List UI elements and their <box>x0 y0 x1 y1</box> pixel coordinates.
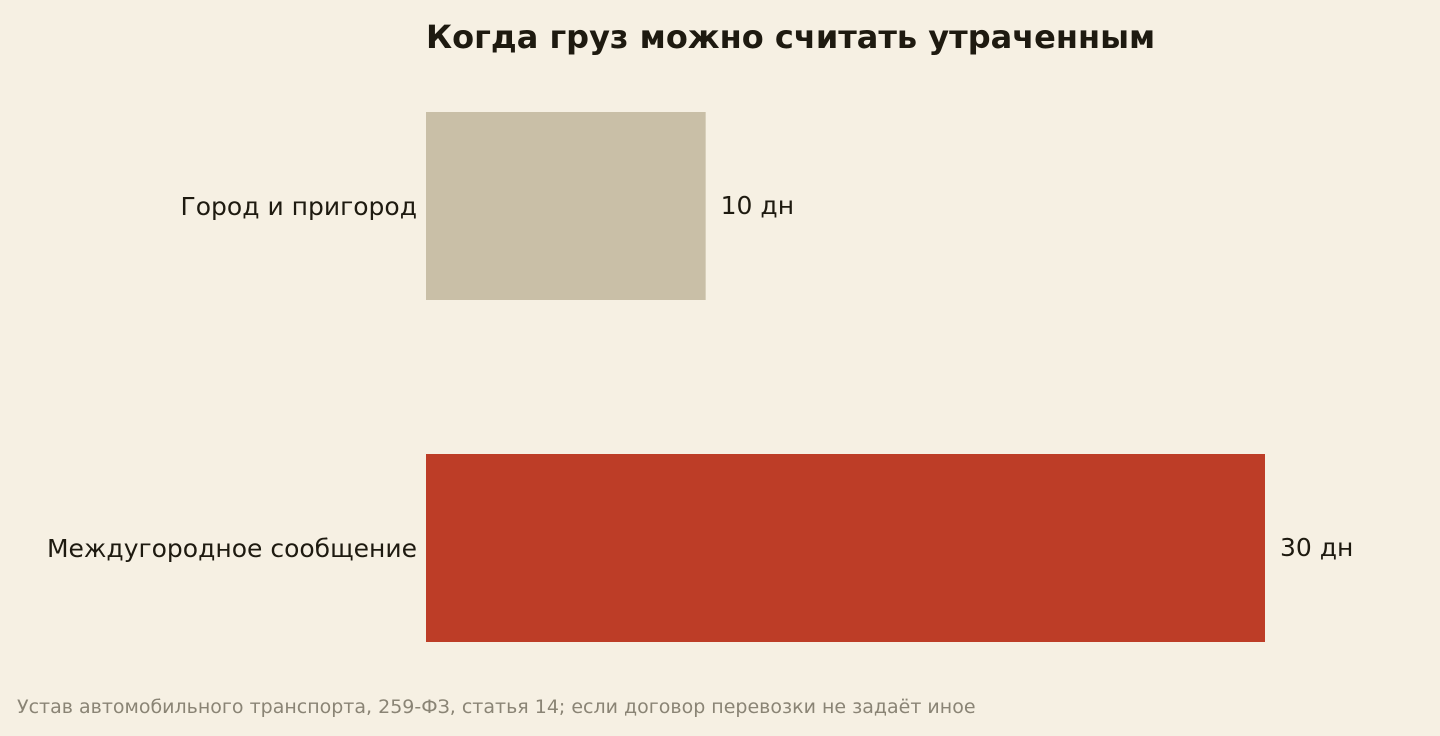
value-label-2: 30 дн <box>1280 533 1353 562</box>
bar-1 <box>426 112 706 300</box>
value-label-1: 10 дн <box>721 191 794 220</box>
bar-2 <box>426 454 1265 642</box>
category-label-1: Город и пригород <box>181 192 417 221</box>
source-note: Устав автомобильного транспорта, 259-ФЗ,… <box>17 696 976 718</box>
category-label-2: Междугородное сообщение <box>47 534 417 563</box>
chart-title: Когда груз можно считать утраченным <box>426 18 1156 56</box>
